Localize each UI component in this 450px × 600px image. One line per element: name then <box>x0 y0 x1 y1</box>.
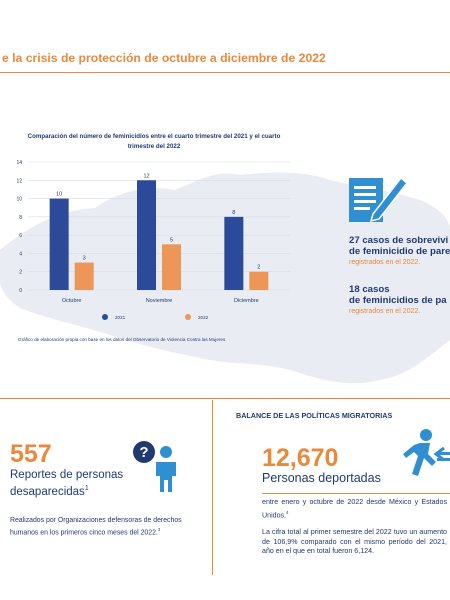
deported-number: 12,670 <box>262 444 339 472</box>
missing-persons-label: Reportes de personas desaparecidas1 <box>10 468 160 499</box>
x-category-label: Octubre <box>62 298 82 304</box>
missing-person-question-icon: ? <box>133 441 176 492</box>
survivors-stat-sub: registrados en el 2022. <box>349 259 421 266</box>
survivors-stat-line-1: 27 casos de sobrevivi <box>349 235 449 246</box>
missing-persons-number: 557 <box>10 440 52 468</box>
y-tick-label: 10 <box>16 197 22 203</box>
bar-data-label: 2 <box>257 265 260 271</box>
migration-policy-heading: BALANCE DE LAS POLÍTICAS MIGRATORIAS <box>236 411 393 420</box>
survivors-stat: 27 casos de sobrevivi de feminicidio de … <box>349 235 450 268</box>
feminicide-cases-line-1: 18 casos <box>349 284 390 295</box>
running-person-arrows-icon <box>403 429 450 476</box>
bar-2022-diciembre <box>249 271 269 290</box>
svg-text:?: ? <box>139 444 148 461</box>
missing-label-line-1: Reportes de personas <box>10 469 124 481</box>
bar-2022-octubre <box>74 262 94 290</box>
deported-label: Personas deportadas <box>262 471 381 485</box>
deported-note-text: entre enero y octubre de 2022 desde Méxi… <box>262 498 447 519</box>
y-tick-label: 14 <box>16 160 22 166</box>
feminicide-bar-chart: 0 2 4 6 8 10 12 14 10 3 Octubre 12 5 Noviembre 8 2 Dicie… <box>16 160 290 320</box>
bar-2021-diciembre <box>224 216 244 290</box>
y-tick-label: 8 <box>19 215 22 221</box>
y-tick-label: 2 <box>19 270 22 276</box>
y-tick-label: 4 <box>19 251 22 257</box>
bar-2022-noviembre <box>162 244 181 290</box>
footnote-marker: 4 <box>286 509 289 515</box>
survivors-stat-line-2: de feminicidio de pare <box>349 246 450 257</box>
bar-data-label: 10 <box>56 192 62 198</box>
bar-2021-octubre <box>49 198 69 290</box>
missing-label-line-2: desaparecidas <box>10 485 85 498</box>
missing-persons-note: Realizados por Organizaciones defensoras… <box>10 516 200 537</box>
legend-marker-2021 <box>102 314 108 320</box>
bar-data-label: 5 <box>170 237 173 243</box>
feminicide-cases-stat: 18 casos de feminicidios de pa registrad… <box>349 284 450 317</box>
document-pen-icon <box>349 176 409 223</box>
title-divider <box>0 72 450 73</box>
deported-underline <box>262 493 450 494</box>
bar-data-label: 8 <box>232 210 235 216</box>
x-category-label: Diciembre <box>234 298 259 304</box>
chart-title: Comparación del número de feminicidios e… <box>27 133 281 150</box>
y-tick-label: 12 <box>16 178 22 184</box>
deported-comparison-note: La cifra total al primer semestre del 20… <box>262 528 447 555</box>
bar-2021-noviembre <box>137 180 156 290</box>
footnote-marker: 3 <box>157 527 161 532</box>
x-category-label: Noviembre <box>146 298 173 304</box>
column-divider <box>212 400 213 575</box>
section-divider <box>0 398 450 399</box>
y-tick-label: 6 <box>19 233 22 239</box>
chart-source-note: Gráfico de elaboración propia con base e… <box>18 337 226 342</box>
y-tick-label: 0 <box>19 288 22 294</box>
feminicide-cases-sub: registrados en el 2022. <box>349 308 421 315</box>
feminicide-cases-line-2: de feminicidios de pa <box>349 295 447 306</box>
legend-label: 2021 <box>115 315 126 320</box>
bar-data-label: 12 <box>143 173 149 179</box>
footnote-marker: 1 <box>84 485 89 492</box>
missing-note-text: Realizados por Organizaciones defensoras… <box>10 517 182 537</box>
legend-marker-2022 <box>185 314 191 320</box>
legend-label: 2022 <box>198 315 209 320</box>
bar-data-label: 3 <box>83 256 86 262</box>
page-title: e la crisis de protección de octubre a d… <box>2 51 326 65</box>
deported-note: entre enero y octubre de 2022 desde Méxi… <box>262 498 447 520</box>
